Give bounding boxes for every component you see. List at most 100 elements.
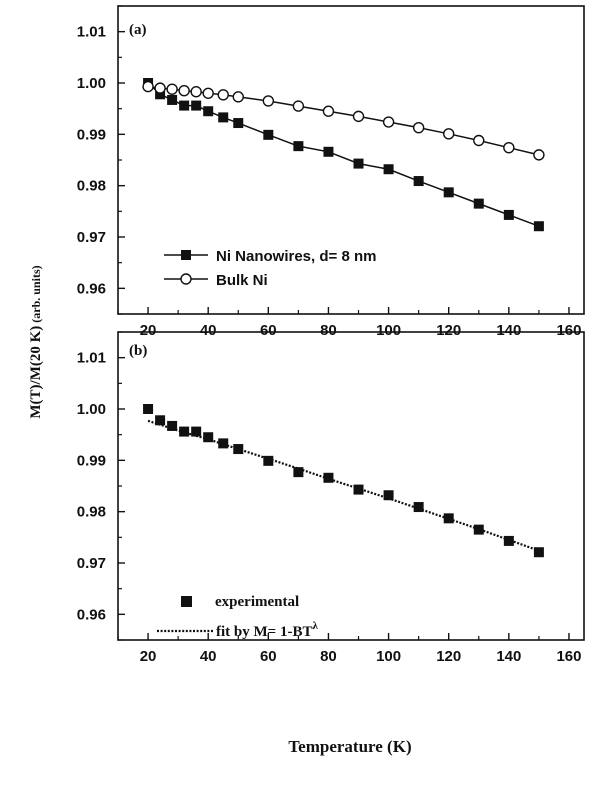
nanowires-point — [218, 112, 228, 122]
y-tick-label: 0.99 — [77, 126, 106, 143]
y-tick-label: 0.98 — [77, 178, 106, 195]
y-tick-label: 0.98 — [77, 504, 106, 521]
x-tick-label: 40 — [200, 648, 217, 665]
x-tick-label: 80 — [320, 648, 337, 665]
nanowires-point — [233, 118, 243, 128]
experimental-point — [354, 485, 364, 495]
legend-experimental-label: experimental — [215, 594, 299, 610]
nanowires-point — [534, 221, 544, 231]
x-tick-label: 140 — [496, 322, 521, 339]
y-tick-label: 0.97 — [77, 229, 106, 246]
experimental-point — [233, 444, 243, 454]
x-tick-label: 100 — [376, 648, 401, 665]
y-tick-label: 0.96 — [77, 280, 106, 297]
bulk-ni-point — [534, 150, 544, 160]
y-tick-label: 1.00 — [77, 75, 106, 92]
y-tick-label: 1.00 — [77, 401, 106, 418]
experimental-point — [504, 536, 514, 546]
x-tick-label: 60 — [260, 322, 277, 339]
legend-fit-label: fit by M= 1-BTλ — [216, 620, 318, 640]
panel-a: (a) 20 40 60 80 100 120 140 160 0.96 0.97 0.98 0.99… — [77, 6, 584, 339]
experimental-point — [534, 547, 544, 557]
experimental-point — [384, 490, 394, 500]
x-tick-label: 100 — [376, 322, 401, 339]
experimental-point — [179, 427, 189, 437]
panel-b: (b) 20 40 60 80 100 120 140 160 0.96 0.97 0.98 0.99… — [77, 332, 584, 665]
bulk-ni-point — [384, 117, 394, 127]
nanowires-point — [203, 106, 213, 116]
bulk-ni-point — [354, 111, 364, 121]
bulk-ni-point — [143, 82, 153, 92]
nanowires-point — [474, 199, 484, 209]
nanowires-point — [191, 101, 201, 111]
nanowires-point — [444, 187, 454, 197]
legend-bulk-label: Bulk Ni — [216, 272, 268, 289]
bulk-ni-point — [444, 129, 454, 139]
x-axis-title: Temperature (K) — [288, 737, 411, 756]
legend-bulk-marker — [181, 274, 191, 284]
experimental-point — [155, 415, 165, 425]
x-tick-label: 80 — [320, 322, 337, 339]
x-tick-label: 40 — [200, 322, 217, 339]
experimental-point — [143, 404, 153, 414]
nanowires-point — [179, 101, 189, 111]
panel-b-label: (b) — [129, 343, 147, 359]
y-axis-title: M(T)/M(20 K) (arb. units) — [28, 265, 44, 418]
x-tick-label: 120 — [436, 322, 461, 339]
bulk-ni-point — [414, 123, 424, 133]
x-tick-label: 60 — [260, 648, 277, 665]
nanowires-point — [384, 164, 394, 174]
legend-fit-label-superscript: λ — [312, 620, 318, 632]
panel-b-marks — [143, 404, 544, 557]
legend-nanowires-marker — [181, 250, 191, 260]
experimental-point — [167, 421, 177, 431]
bulk-ni-point — [474, 135, 484, 145]
bulk-ni-point — [293, 101, 303, 111]
bulk-ni-point — [504, 143, 514, 153]
x-tick-label: 120 — [436, 648, 461, 665]
y-tick-label: 1.01 — [77, 24, 106, 41]
y-axis-title-main: M(T)/M(20 K) — [28, 326, 44, 419]
nanowires-point — [263, 130, 273, 140]
experimental-point — [474, 525, 484, 535]
panel-a-label: (a) — [129, 22, 147, 38]
nanowires-point — [323, 147, 333, 157]
nanowires-point — [414, 176, 424, 186]
legend-nanowires-label: Ni Nanowires, d= 8 nm — [216, 248, 376, 265]
bulk-ni-point — [203, 88, 213, 98]
bulk-ni-point — [263, 96, 273, 106]
bulk-ni-point — [191, 87, 201, 97]
nanowires-point — [167, 95, 177, 105]
bulk-ni-point — [233, 92, 243, 102]
y-tick-label: 0.99 — [77, 452, 106, 469]
x-tick-label: 20 — [140, 648, 157, 665]
x-tick-label: 160 — [556, 322, 581, 339]
bulk-ni-point — [323, 106, 333, 116]
nanowires-point — [504, 210, 514, 220]
panel-a-marks — [143, 78, 544, 231]
y-axis-title-unit: (arb. units) — [29, 265, 43, 325]
y-tick-label: 0.97 — [77, 555, 106, 572]
x-tick-label: 140 — [496, 648, 521, 665]
legend-experimental-marker — [181, 596, 192, 607]
experimental-point — [444, 513, 454, 523]
nanowires-point — [354, 159, 364, 169]
experimental-point — [414, 502, 424, 512]
x-tick-label: 160 — [556, 648, 581, 665]
experimental-point — [293, 467, 303, 477]
nanowires-point — [293, 141, 303, 151]
experimental-point — [218, 438, 228, 448]
x-tick-label: 20 — [140, 322, 157, 339]
legend-fit-label-main: fit by M= 1-BT — [216, 624, 312, 640]
experimental-point — [191, 427, 201, 437]
panel-b-legend: experimental fit by M= 1-BTλ — [157, 594, 318, 640]
panel-b-ticks: 20 40 60 80 100 120 140 160 0.96 0.97 0.98 0.99 1.00… — [77, 332, 582, 665]
bulk-ni-point — [218, 90, 228, 100]
bulk-ni-point — [179, 86, 189, 96]
y-tick-label: 0.96 — [77, 606, 106, 623]
bulk-ni-point — [167, 84, 177, 94]
bulk-ni-point — [155, 83, 165, 93]
panel-a-legend: Ni Nanowires, d= 8 nm Bulk Ni — [164, 248, 376, 289]
experimental-point — [263, 456, 273, 466]
